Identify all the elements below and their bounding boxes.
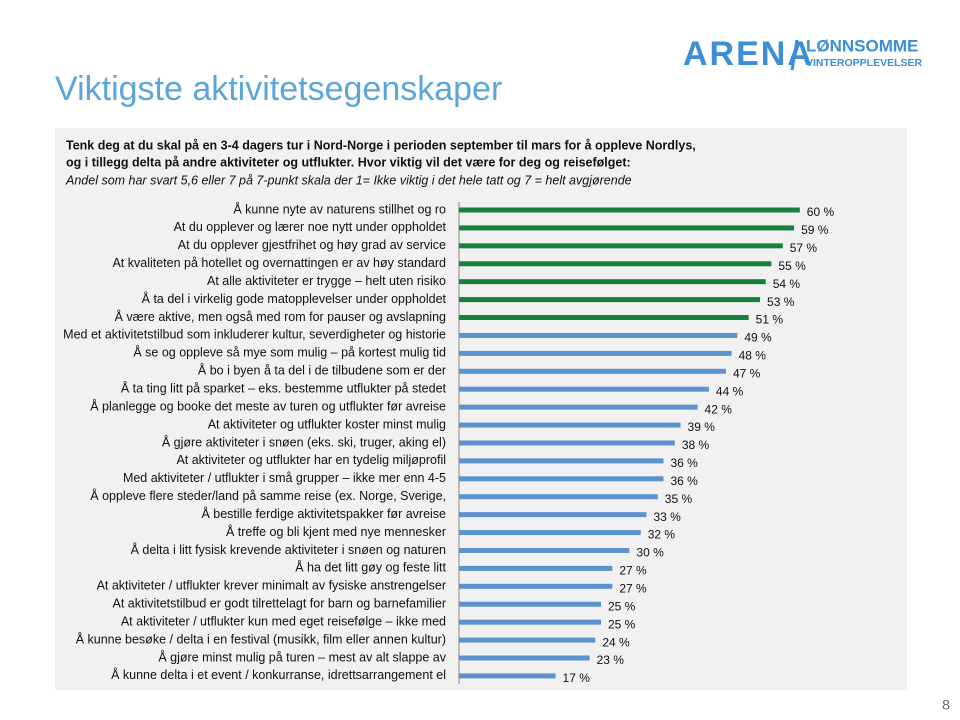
category-label: At aktiviteter / utflukter kun med eget … <box>121 614 446 628</box>
bar <box>459 297 761 303</box>
bar <box>459 386 709 392</box>
bar <box>459 547 630 553</box>
category-label: Med aktiviteter / utflukter i små gruppe… <box>123 471 446 485</box>
category-label: Å ta del i virkelig gode matopplevelser … <box>142 291 447 306</box>
bar <box>459 315 749 321</box>
category-label: Å oppleve flere steder/land på samme rei… <box>90 488 446 503</box>
category-label: At aktivitetstilbud er godt tilrettelagt… <box>112 597 446 611</box>
category-label: Å ha det litt gøy og feste litt <box>295 560 446 575</box>
value-label: 25 % <box>608 599 636 613</box>
page-number: 8 <box>942 697 950 713</box>
bar <box>459 583 613 589</box>
value-label: 33 % <box>653 510 681 524</box>
logo-line: VINTEROPPLEVELSER <box>806 57 923 69</box>
category-label: Å gjøre minst mulig på turen – mest av a… <box>158 649 446 664</box>
bar <box>459 565 613 571</box>
category-label: At kvaliteten på hotellet og overnatting… <box>112 256 446 270</box>
bar <box>459 655 590 661</box>
value-label: 17 % <box>563 671 591 685</box>
value-label: 42 % <box>705 402 733 416</box>
value-label: 27 % <box>619 581 647 595</box>
subtitle: Andel som har svart 5,6 eller 7 på 7-pun… <box>65 173 632 187</box>
bar <box>459 350 732 356</box>
value-label: 47 % <box>733 366 761 380</box>
category-label: Å være aktive, men også med rom for paus… <box>115 309 446 324</box>
value-label: 32 % <box>648 528 676 542</box>
value-label: 51 % <box>756 313 784 327</box>
category-label: At du opplever gjestfrihet og høy grad a… <box>178 238 446 252</box>
value-label: 23 % <box>597 653 625 667</box>
value-label: 39 % <box>688 420 716 434</box>
bar <box>459 476 664 482</box>
bar <box>459 440 675 446</box>
category-label: Med et aktivitetstilbud som inkluderer k… <box>63 328 446 342</box>
bar <box>459 404 698 410</box>
category-label: Å kunne delta i et event / konkurranse, … <box>111 667 446 682</box>
category-label: Å bestille ferdige aktivitetspakker før … <box>201 506 446 521</box>
category-label: Å kunne besøke / delta i en festival (mu… <box>76 631 446 646</box>
bar <box>459 458 664 464</box>
value-label: 36 % <box>670 474 698 488</box>
value-label: 55 % <box>778 259 806 273</box>
value-label: 35 % <box>665 492 693 506</box>
bar <box>459 637 596 643</box>
category-label: Å ta ting litt på sparket – eks. bestemm… <box>121 380 447 395</box>
value-label: 60 % <box>807 205 835 219</box>
value-label: 53 % <box>767 295 795 309</box>
bar <box>459 530 641 536</box>
category-label: Å kunne nyte av naturens stillhet og ro <box>233 201 446 216</box>
bar <box>459 261 772 267</box>
bar <box>459 332 738 338</box>
bar <box>459 601 601 607</box>
category-label: At alle aktiviteter er trygge – helt ute… <box>207 274 446 288</box>
category-label: Å treffe og bli kjent med nye mennesker <box>226 524 446 539</box>
value-label: 59 % <box>801 223 829 237</box>
logo-line: LØNNSOMME <box>806 36 918 55</box>
value-label: 36 % <box>670 456 698 470</box>
value-label: 30 % <box>636 546 664 560</box>
slide-title: Viktigste aktivitetsegenskaper <box>55 70 502 108</box>
value-label: 38 % <box>682 438 710 452</box>
question: og i tillegg delta på andre aktiviteter … <box>66 155 631 169</box>
category-label: Å delta i litt fysisk krevende aktivitet… <box>131 542 446 557</box>
bar <box>459 422 681 428</box>
logo: ARENA <box>683 35 814 73</box>
category-label: Å planlegge og booke det meste av turen … <box>90 398 446 413</box>
value-label: 49 % <box>744 331 772 345</box>
logo-divider <box>790 39 799 71</box>
value-label: 48 % <box>739 349 767 363</box>
category-label: Å gjøre aktiviteter i snøen (eks. ski, t… <box>162 434 446 449</box>
value-label: 54 % <box>773 277 801 291</box>
bar <box>459 512 647 518</box>
category-label: At aktiviteter / utflukter krever minima… <box>97 579 446 593</box>
bar <box>459 225 795 231</box>
bar <box>459 243 783 249</box>
question: Tenk deg at du skal på en 3-4 dagers tur… <box>66 138 696 152</box>
value-label: 44 % <box>716 384 744 398</box>
bar <box>459 207 800 213</box>
category-label: Å se og oppleve så mye som mulig – på ko… <box>133 345 446 360</box>
category-label: Å bo i byen å ta del i de tilbudene som … <box>198 363 446 378</box>
value-label: 24 % <box>602 635 630 649</box>
category-label: At aktiviteter og utflukter har en tydel… <box>176 453 446 467</box>
category-label: At du opplever og lærer noe nytt under o… <box>174 220 447 234</box>
bar <box>459 494 658 500</box>
category-label: At aktiviteter og utflukter koster minst… <box>208 417 446 431</box>
bar <box>459 368 726 374</box>
bar <box>459 619 601 625</box>
bar <box>459 673 556 679</box>
value-label: 25 % <box>608 617 636 631</box>
value-label: 57 % <box>790 241 818 255</box>
value-label: 27 % <box>619 564 647 578</box>
bar <box>459 279 766 285</box>
